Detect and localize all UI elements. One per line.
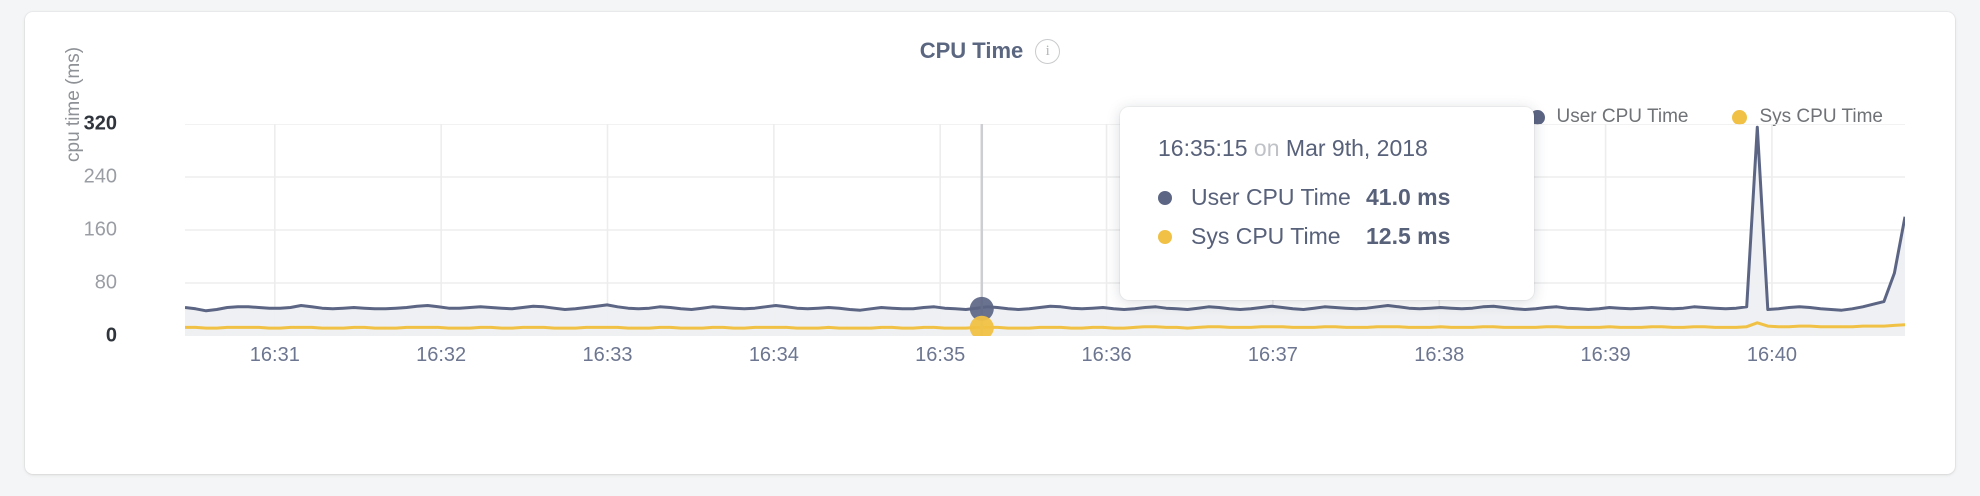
chart-card: CPU Time i User CPU Time Sys CPU Time cp… bbox=[25, 12, 1955, 474]
x-tick-16-32: 16:32 bbox=[416, 344, 467, 366]
legend-label-sys: Sys CPU Time bbox=[1759, 106, 1883, 127]
y-axis-label: cpu time (ms) bbox=[63, 46, 84, 162]
page-title: CPU Time bbox=[919, 38, 1024, 63]
y-tick-240: 240 bbox=[83, 165, 117, 188]
chart-legend: User CPU Time Sys CPU Time bbox=[1529, 106, 1883, 128]
hover-tooltip: 16:35:15 on Mar 9th, 2018 User CPU Time … bbox=[1120, 107, 1534, 300]
tooltip-row-user: User CPU Time 41.0 ms bbox=[1158, 178, 1534, 217]
y-tick-80: 80 bbox=[94, 271, 117, 294]
x-tick-16-33: 16:33 bbox=[582, 344, 633, 366]
y-tick-0: 0 bbox=[105, 324, 117, 347]
chart-svg bbox=[185, 124, 1905, 336]
tooltip-dot-user-icon bbox=[1158, 190, 1172, 205]
chart-header: CPU Time i bbox=[25, 38, 1955, 64]
gridlines bbox=[185, 124, 1905, 336]
sys-cpu-line bbox=[185, 321, 1905, 330]
hover-marker-sys bbox=[969, 315, 994, 336]
tooltip-on-word: on bbox=[1253, 135, 1280, 161]
y-tick-160: 160 bbox=[83, 218, 117, 241]
tooltip-label-user: User CPU Time bbox=[1191, 184, 1351, 210]
x-tick-16-40: 16:40 bbox=[1746, 344, 1797, 366]
plot-area[interactable] bbox=[185, 124, 1905, 336]
legend-dot-sys-icon bbox=[1732, 109, 1748, 125]
legend-label-user: User CPU Time bbox=[1556, 106, 1689, 127]
tooltip-time: 16:35:15 bbox=[1158, 135, 1248, 161]
hover-marker-user bbox=[969, 296, 994, 321]
tooltip-label-sys: Sys CPU Time bbox=[1191, 223, 1341, 249]
tooltip-dot-sys-icon bbox=[1158, 229, 1172, 244]
user-cpu-area bbox=[185, 127, 1905, 336]
x-tick-16-38: 16:38 bbox=[1414, 344, 1465, 366]
x-tick-16-34: 16:34 bbox=[748, 344, 799, 366]
x-tick-16-31: 16:31 bbox=[249, 344, 300, 366]
user-cpu-line bbox=[185, 125, 1905, 313]
legend-item-sys-cpu-time[interactable]: Sys CPU Time bbox=[1732, 106, 1883, 128]
info-circle-icon[interactable]: i bbox=[1035, 38, 1061, 64]
x-tick-16-35: 16:35 bbox=[915, 344, 966, 366]
y-tick-320: 320 bbox=[83, 112, 117, 135]
x-tick-16-39: 16:39 bbox=[1580, 344, 1631, 366]
tooltip-value-sys: 12.5 ms bbox=[1366, 223, 1451, 249]
x-tick-16-36: 16:36 bbox=[1081, 344, 1132, 366]
tooltip-date: Mar 9th, 2018 bbox=[1285, 135, 1428, 161]
x-tick-16-37: 16:37 bbox=[1247, 344, 1298, 366]
tooltip-row-sys: Sys CPU Time 12.5 ms bbox=[1158, 217, 1534, 256]
tooltip-timestamp: 16:35:15 on Mar 9th, 2018 bbox=[1158, 135, 1534, 162]
tooltip-value-user: 41.0 ms bbox=[1366, 184, 1451, 210]
